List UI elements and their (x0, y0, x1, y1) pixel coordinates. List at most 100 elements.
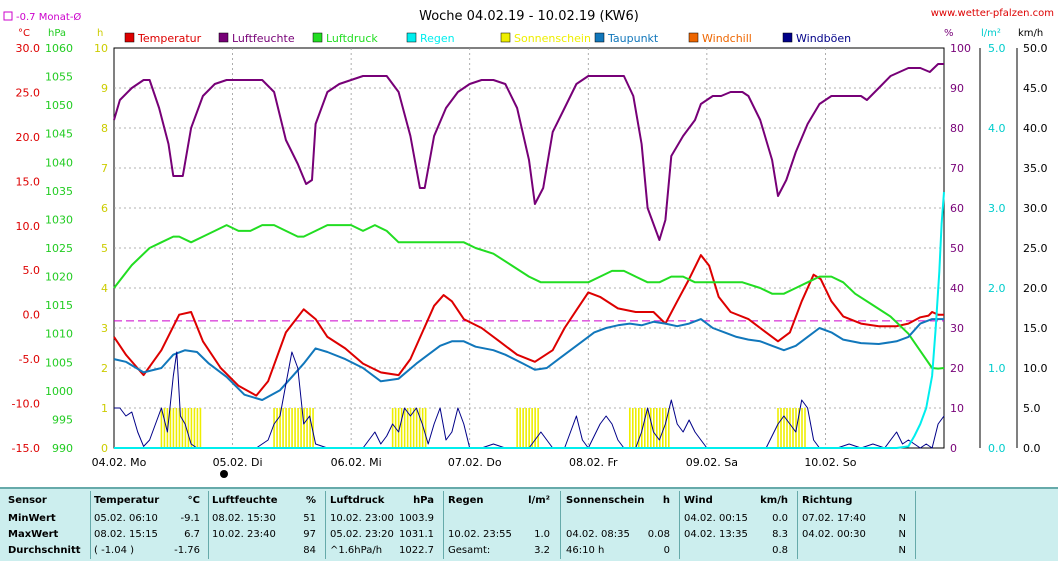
stats-press-avg: 1022.7 (399, 545, 434, 556)
stats-divider (208, 491, 209, 559)
humidity-axis-tick: 100 (950, 42, 971, 55)
legend-swatch-2 (312, 32, 323, 43)
stats-temp-min: -9.1 (180, 513, 200, 524)
sunshine-axis-tick: 6 (101, 202, 108, 215)
stats-divider (797, 491, 798, 559)
stats-temp-max: 6.7 (184, 529, 200, 540)
humidity-axis-tick: 10 (950, 402, 964, 415)
wind-axis-tick: 45.0 (1023, 82, 1048, 95)
pressure-axis-tick: 1055 (45, 71, 73, 84)
monat-marker-icon (3, 11, 13, 21)
stats-rain-total: 3.2 (534, 545, 550, 556)
temp-axis-tick: 25.0 (16, 86, 41, 99)
legend-swatch-3 (406, 32, 417, 43)
unit-h: h (97, 28, 103, 39)
stats-dir-max-time: 04.02. 00:30 (802, 529, 866, 540)
x-tick-label: 04.02. Mo (92, 456, 147, 469)
sunshine-axis-tick: 4 (101, 282, 108, 295)
legend-swatch-6 (688, 32, 699, 43)
stats-temp-avg: -1.76 (174, 545, 200, 556)
series-line-regen (114, 191, 945, 449)
temp-axis-tick: 20.0 (16, 131, 41, 144)
series-line-temperatur (113, 254, 944, 397)
pressure-axis-tick: 1025 (45, 242, 73, 255)
sunshine-axis-tick: 1 (101, 402, 108, 415)
sunshine-axis-tick: 2 (101, 362, 108, 375)
stats-dir-max: N (898, 529, 906, 540)
stats-sun-avg: 0 (663, 545, 670, 556)
temp-axis-tick: 15.0 (16, 175, 41, 188)
pressure-axis-tick: 1005 (45, 356, 73, 369)
stats-hum-unit: % (305, 495, 316, 506)
rain-axis-tick: 1.0 (988, 362, 1006, 375)
sunshine-axis-tick: 7 (101, 162, 108, 175)
wind-axis-tick: 35.0 (1023, 162, 1048, 175)
wind-axis-tick: 10.0 (1023, 362, 1048, 375)
stats-temp-avg-note: ( -1.04 ) (94, 545, 135, 556)
legend-label-0: Temperatur (137, 32, 202, 45)
stats-sun-max-time: 04.02. 08:35 (566, 529, 630, 540)
legend-swatch-7 (782, 32, 793, 43)
temp-axis-tick: 0.0 (23, 309, 41, 322)
stats-sun-max: 0.08 (647, 529, 670, 540)
stats-row-label-max: MaxWert (8, 529, 59, 540)
stats-rain-max-time: 10.02. 23:55 (448, 529, 512, 540)
temp-axis-tick: 30.0 (16, 42, 41, 55)
unit-rain: l/m² (981, 28, 1001, 39)
stats-rain-header: Regen (448, 495, 484, 506)
stats-hum-avg: 84 (303, 545, 316, 556)
stats-divider (443, 491, 444, 559)
stats-col-luftfeuchte: Luftfeuchte % 08.02. 15:30 51 10.02. 23:… (212, 489, 322, 561)
stats-col-regen: Regen l/m² 10.02. 23:55 1.0 Gesamt: 3.2 (448, 489, 556, 561)
rain-axis-tick: 3.0 (988, 202, 1006, 215)
stats-hum-max-time: 10.02. 23:40 (212, 529, 276, 540)
humidity-axis-tick: 80 (950, 122, 964, 135)
moon-phase-icon (220, 470, 228, 478)
stats-press-header: Luftdruck (330, 495, 385, 506)
stats-sun-unit: h (662, 495, 670, 506)
stats-col-sonnenschein: Sonnenschein h 04.02. 08:35 0.08 46:10 h… (566, 489, 676, 561)
stats-rain-unit: l/m² (528, 495, 550, 506)
stats-divider (560, 491, 561, 559)
pressure-axis-tick: 1050 (45, 99, 73, 112)
stats-press-max: 1031.1 (399, 529, 434, 540)
stats-hum-min: 51 (303, 513, 316, 524)
sunshine-axis-tick: 0 (101, 442, 108, 455)
stats-col-luftdruck: Luftdruck hPa 10.02. 23:00 1003.9 05.02.… (330, 489, 440, 561)
site-url[interactable]: www.wetter-pfalzen.com (931, 8, 1054, 19)
sunshine-axis-tick: 3 (101, 322, 108, 335)
rain-axis-tick: 5.0 (988, 42, 1006, 55)
stats-press-min: 1003.9 (399, 513, 434, 524)
legend-label-1: Luftfeuchte (232, 32, 295, 45)
pressure-axis-tick: 1020 (45, 271, 73, 284)
legend: Temperatur Luftfeuchte Luftdruck Regen Sonne… (124, 32, 851, 45)
legend-label-3: Regen (420, 32, 455, 45)
stats-row-label-min: MinWert (8, 513, 56, 524)
temp-axis-tick: 10.0 (16, 220, 41, 233)
pressure-axis-tick: 1040 (45, 156, 73, 169)
rain-axis-tick: 2.0 (988, 282, 1006, 295)
stats-wind-unit: km/h (760, 495, 788, 506)
temp-axis-tick: -10.0 (12, 398, 40, 411)
unit-pct: % (944, 28, 954, 39)
legend-swatch-0 (124, 32, 135, 43)
stats-temp-unit: °C (187, 495, 200, 506)
series-line-luftdruck (113, 224, 945, 370)
pressure-axis-tick: 1010 (45, 328, 73, 341)
stats-col-sensor: Sensor MinWert MaxWert Durchschnitt (8, 489, 88, 561)
stats-wind-avg: 0.8 (772, 545, 788, 556)
x-tick-label: 10.02. So (804, 456, 856, 469)
legend-label-6: Windchill (702, 32, 752, 45)
stats-press-max-time: 05.02. 23:20 (330, 529, 394, 540)
pressure-axis-tick: 1045 (45, 128, 73, 141)
humidity-axis-tick: 30 (950, 322, 964, 335)
stats-wind-min-time: 04.02. 00:15 (684, 513, 748, 524)
sunshine-axis-tick: 9 (101, 82, 108, 95)
humidity-axis-tick: 70 (950, 162, 964, 175)
pressure-axis-tick: 1015 (45, 299, 73, 312)
wind-axis-tick: 20.0 (1023, 282, 1048, 295)
temp-axis-tick: -5.0 (19, 353, 40, 366)
rain-axis-tick: 4.0 (988, 122, 1006, 135)
stats-wind-min: 0.0 (772, 513, 788, 524)
plot-area: 30.025.020.015.010.05.00.0-5.0-10.0-15.0… (12, 42, 1048, 478)
